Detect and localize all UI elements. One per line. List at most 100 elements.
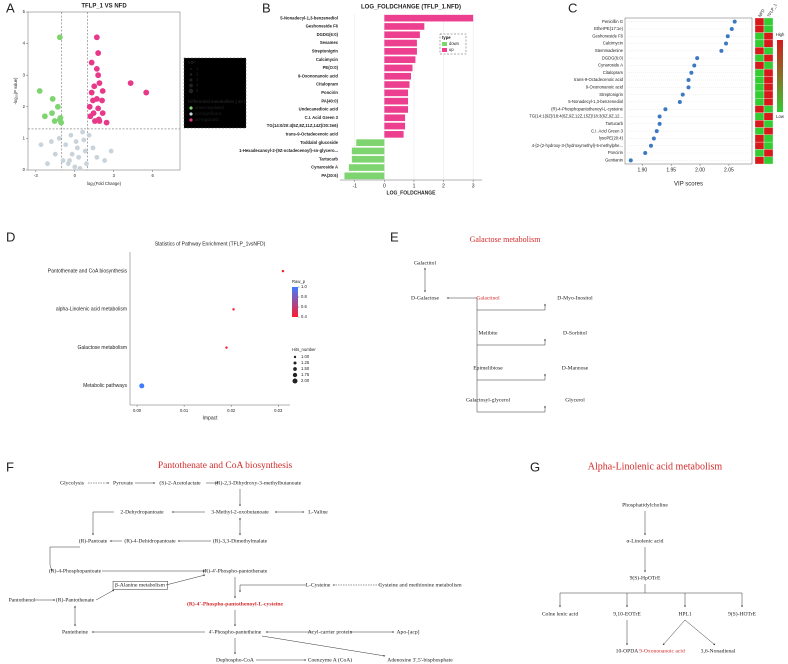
heatmap-cell [763, 149, 774, 157]
category-label: C.I. Acid Green 3 [591, 128, 624, 133]
category-label: Undecanedioic acid [299, 107, 339, 112]
x-tick-label: 2.00 [695, 167, 705, 173]
y-axis-label: -log₁₀(P value) [13, 77, 18, 104]
point [68, 132, 74, 138]
heatmap-cell [754, 39, 765, 48]
node-label: 4'-Phospho-pantetheine [209, 629, 262, 635]
bar [384, 114, 406, 122]
node-label: Galactosyl-glycerol [466, 397, 511, 403]
point [108, 148, 114, 154]
heatmap-cell [763, 134, 774, 143]
point [96, 80, 103, 86]
category-label: 5-Nonadecyl-1,3-benzenediol [568, 99, 623, 104]
heatmap-cell [754, 25, 765, 33]
node-label: 3,6-Nonadienal [701, 648, 736, 654]
heatmap-cell [763, 76, 774, 84]
point [48, 139, 54, 144]
heatmap-cell [754, 105, 765, 114]
heatmap-cell [763, 17, 774, 26]
x-tick-label: 3 [472, 183, 475, 189]
diagram-title: Alpha-Linolenic acid metabolism [588, 461, 723, 472]
bubble [232, 308, 235, 311]
node-label: (R)-Pantothenate [56, 596, 95, 603]
dot [719, 48, 724, 53]
category-label: Penicillin G [602, 19, 623, 24]
heatmap-cell [763, 39, 774, 48]
category-label: Gentianin [605, 157, 624, 162]
bar [356, 139, 385, 146]
legend-swatch [189, 112, 193, 116]
chart-title: TFLP_1 VS NFD [81, 4, 127, 10]
category-label: Poncirin [608, 150, 624, 155]
node-label: Glycolysis [60, 480, 84, 486]
point [74, 145, 80, 151]
colorbar-label: 1.0 [301, 284, 307, 289]
node-label: Dephospho-CoA [216, 657, 254, 663]
heatmap-cell [754, 149, 765, 157]
category-label: PE(O:0) [323, 65, 339, 70]
diagram-title: Pantothenate and CoA biosynthesis [158, 461, 293, 471]
panel-label: G [530, 459, 540, 474]
heatmap-cell [754, 61, 765, 70]
x-tick-label: 2 [442, 183, 445, 189]
point [51, 118, 58, 124]
bar [348, 164, 385, 171]
arrow [662, 619, 686, 646]
node-label: 9-Oxononanoic acid [639, 648, 685, 654]
category-label: Stemmadenine [595, 48, 624, 53]
node-label: 3-Methyl-2-oxobutanoate [211, 509, 269, 515]
point [82, 148, 88, 154]
category-label: PA(40:0) [321, 98, 338, 103]
category-label: lysoPE(20:4) [599, 136, 624, 141]
point [93, 65, 100, 72]
legend-swatch [442, 48, 447, 52]
bar [384, 31, 420, 39]
point [87, 113, 94, 120]
bar [384, 14, 474, 22]
dot [686, 85, 691, 90]
x-tick-label: 0.00 [133, 408, 142, 413]
node-label: Apo-[acp] [397, 629, 420, 635]
legend-label: 1.50 [301, 366, 310, 371]
legend-size [293, 367, 297, 371]
node-label: L-Valine [308, 509, 328, 515]
dot [651, 136, 656, 141]
x-tick-label: 0.01 [180, 408, 189, 413]
node-label: Pantetheine [62, 629, 89, 635]
point [76, 154, 82, 160]
dot [643, 151, 648, 156]
category-label: trans-9-Octadecenoic acid [286, 131, 339, 136]
y-tick-label: 2 [23, 104, 26, 109]
point [88, 89, 95, 96]
heatmap-cell [763, 127, 774, 135]
node-label: (R)-2,3-Dihydroxy-3-methylbutanoate [215, 479, 302, 486]
dot [663, 107, 668, 112]
heatmap-cell [763, 90, 774, 99]
legend-size [292, 372, 298, 378]
category-label: Tartucarb [606, 121, 624, 126]
category-label: TG(14:0/20:4(5Z,8Z,11Z,14Z)/20:3n6) [267, 123, 339, 128]
color-scale [777, 40, 783, 112]
category-label: Sesamex [320, 40, 339, 45]
x-axis-label: LOG_FOLDCHANGE [387, 190, 437, 196]
bar [384, 23, 425, 30]
point [86, 132, 92, 138]
category-label: 9-Oxononanoic acid [586, 84, 624, 89]
arrow [477, 303, 546, 311]
legend-title: Hits_number [292, 347, 316, 352]
heatmap-cell [763, 47, 774, 55]
bar [384, 131, 404, 138]
legend-swatch [189, 106, 193, 110]
point [143, 89, 150, 96]
node-label: β-Alanine metabolism [115, 582, 166, 588]
point [95, 50, 102, 56]
arrow [477, 373, 546, 381]
point [80, 129, 85, 135]
category-label: DGDG(6:0) [317, 32, 339, 37]
node-label: Coenzyme A (CoA) [308, 656, 353, 663]
x-axis-label: log₂(Fold Change) [87, 181, 122, 186]
dot [654, 129, 659, 134]
dot [686, 78, 691, 83]
legend-size [190, 68, 192, 70]
